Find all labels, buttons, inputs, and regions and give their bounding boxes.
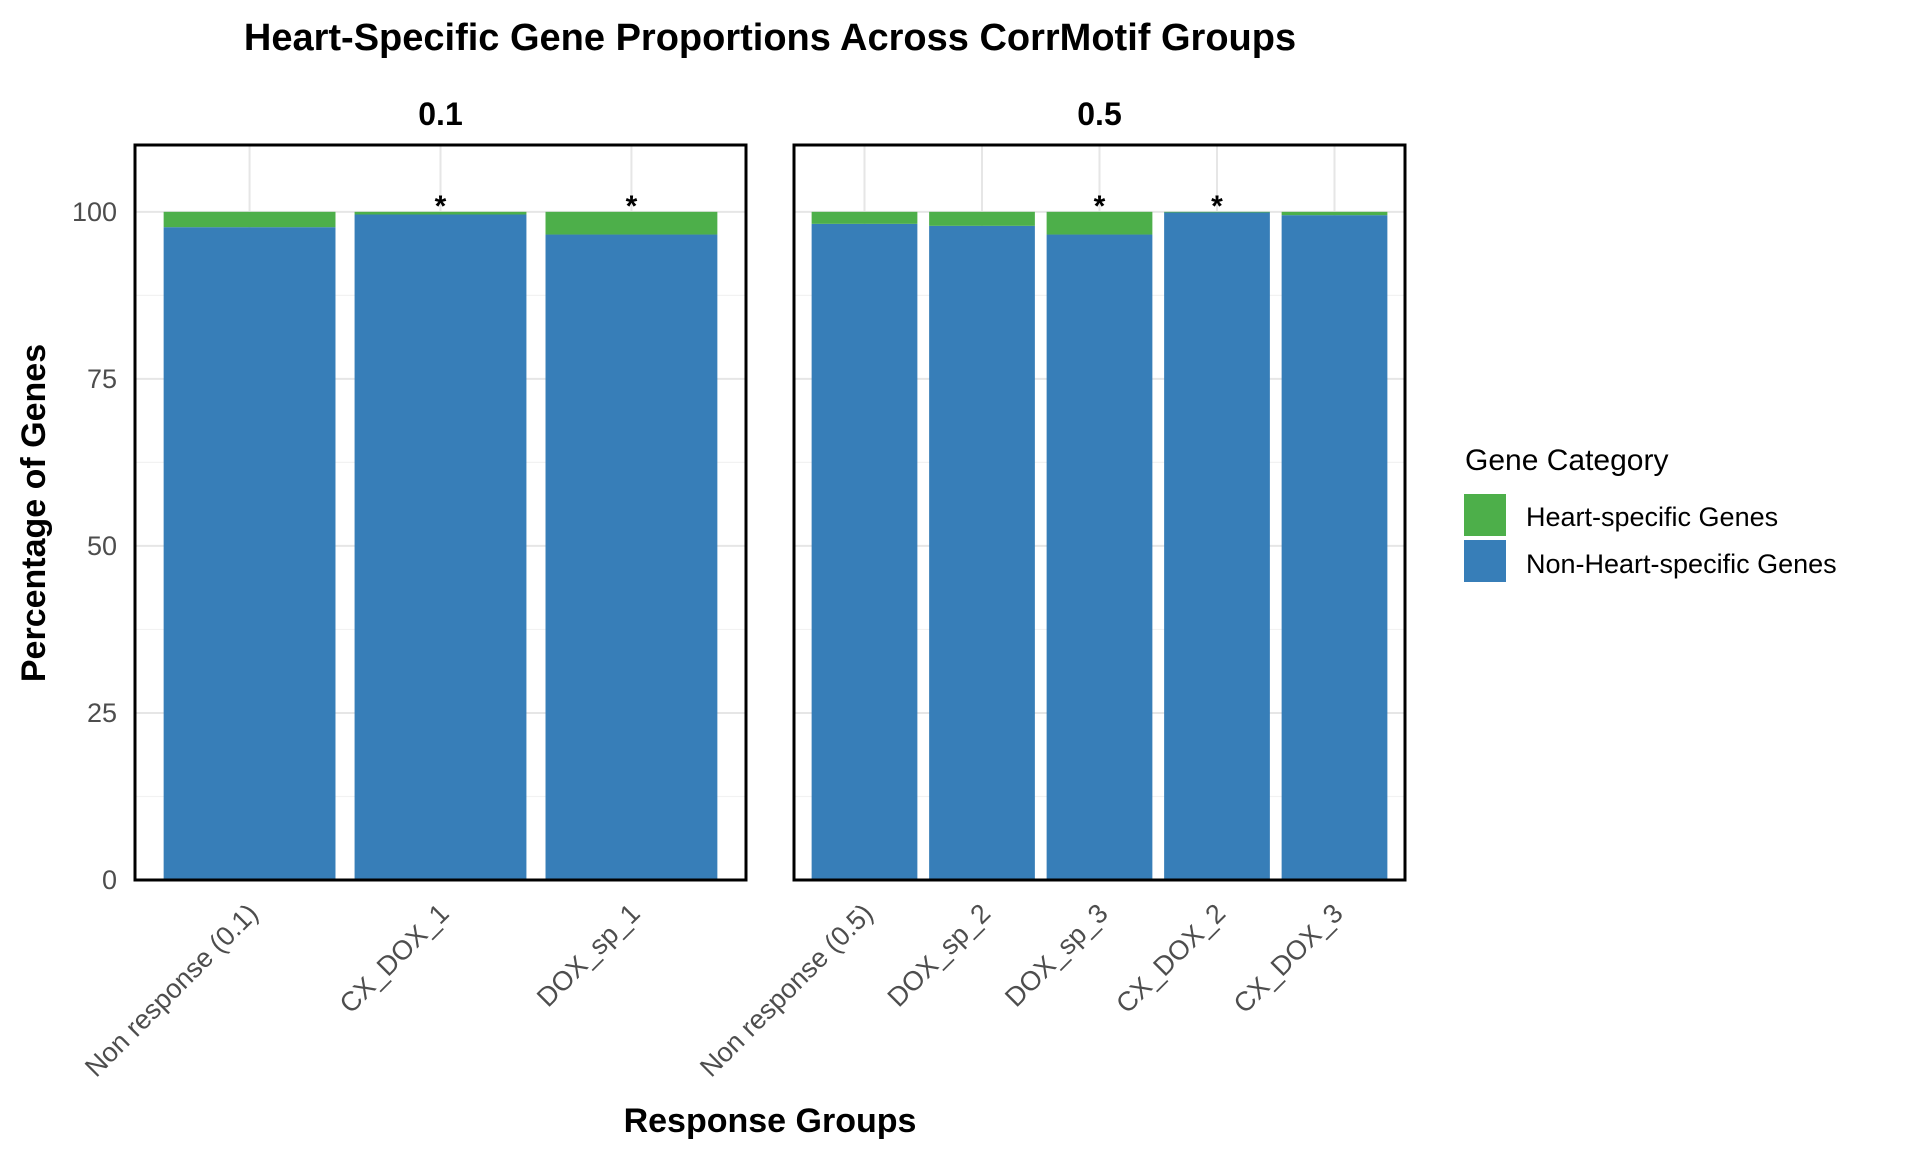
facet-panels: Non response (0.1) * CX_DOX_1 * DOX_sp_1 0.1 0… [72,96,1407,1083]
panel-border [792,143,1407,882]
x-tick-label: CX_DOX_3 [1228,898,1349,1019]
bar-heart-specific-genes-cx-dox-3 [1281,211,1388,216]
bar-non-heart-specific-genes-cx-dox-2 [1164,212,1270,881]
facet-title: 0.5 [1077,96,1121,132]
panel-0-1: Non response (0.1) * CX_DOX_1 * DOX_sp_1 0.1 0… [72,96,748,1083]
legend-label-heart-specific: Heart-specific Genes [1526,502,1778,532]
bar-non-heart-specific-genes-dox-sp-3 [1046,234,1153,880]
bar-heart-specific-genes-cx-dox-1 [354,211,527,215]
significance-marker: * [1211,190,1223,223]
x-tick-label: DOX_sp_3 [999,898,1114,1013]
legend: Gene Category Heart-specific Genes Non-H… [1464,444,1837,582]
chart-title: Heart-Specific Gene Proportions Across C… [244,17,1296,59]
bar-heart-specific-genes-non-response-0-1 [163,211,336,228]
x-tick-label: Non response (0.5) [694,898,879,1083]
bar-heart-specific-genes-cx-dox-2 [1164,211,1270,213]
bar-non-heart-specific-genes-non-response-0-1 [163,227,336,880]
bar-heart-specific-genes-dox-sp-1 [545,211,718,235]
bar-non-heart-specific-genes-cx-dox-3 [1281,215,1388,881]
legend-title: Gene Category [1465,444,1668,477]
y-tick-label: 100 [72,197,117,227]
x-tick-label: DOX_sp_2 [882,898,997,1013]
x-tick-label: Non response (0.1) [79,898,264,1083]
significance-marker: * [435,190,447,223]
bar-heart-specific-genes-dox-sp-2 [929,211,1035,226]
x-tick-label: CX_DOX_1 [334,898,455,1019]
significance-marker: * [1094,190,1106,223]
significance-marker: * [626,190,638,223]
x-axis-title: Response Groups [624,1102,917,1140]
bar-non-heart-specific-genes-non-response-0-5 [811,223,918,880]
bar-non-heart-specific-genes-dox-sp-2 [929,225,1035,881]
legend-swatch-non-heart-specific [1464,540,1506,582]
y-tick-label: 75 [87,364,117,394]
y-tick-label: 50 [87,531,117,561]
legend-swatch-heart-specific [1464,494,1506,536]
y-tick-label: 25 [87,698,117,728]
y-axis-title: Percentage of Genes [15,344,53,682]
bar-heart-specific-genes-non-response-0-5 [811,211,918,224]
bar-heart-specific-genes-dox-sp-3 [1046,211,1153,235]
y-tick-label: 0 [102,865,117,895]
legend-label-non-heart-specific: Non-Heart-specific Genes [1526,549,1837,579]
x-tick-label: DOX_sp_1 [531,898,646,1013]
panel-border [133,143,748,882]
facet-title: 0.1 [418,96,462,132]
bar-non-heart-specific-genes-cx-dox-1 [354,214,527,880]
panel-0-5: Non response (0.5) DOX_sp_2 * DOX_sp_3 * CX_D… [694,96,1407,1083]
bar-non-heart-specific-genes-dox-sp-1 [545,234,718,880]
x-tick-label: CX_DOX_2 [1110,898,1231,1019]
